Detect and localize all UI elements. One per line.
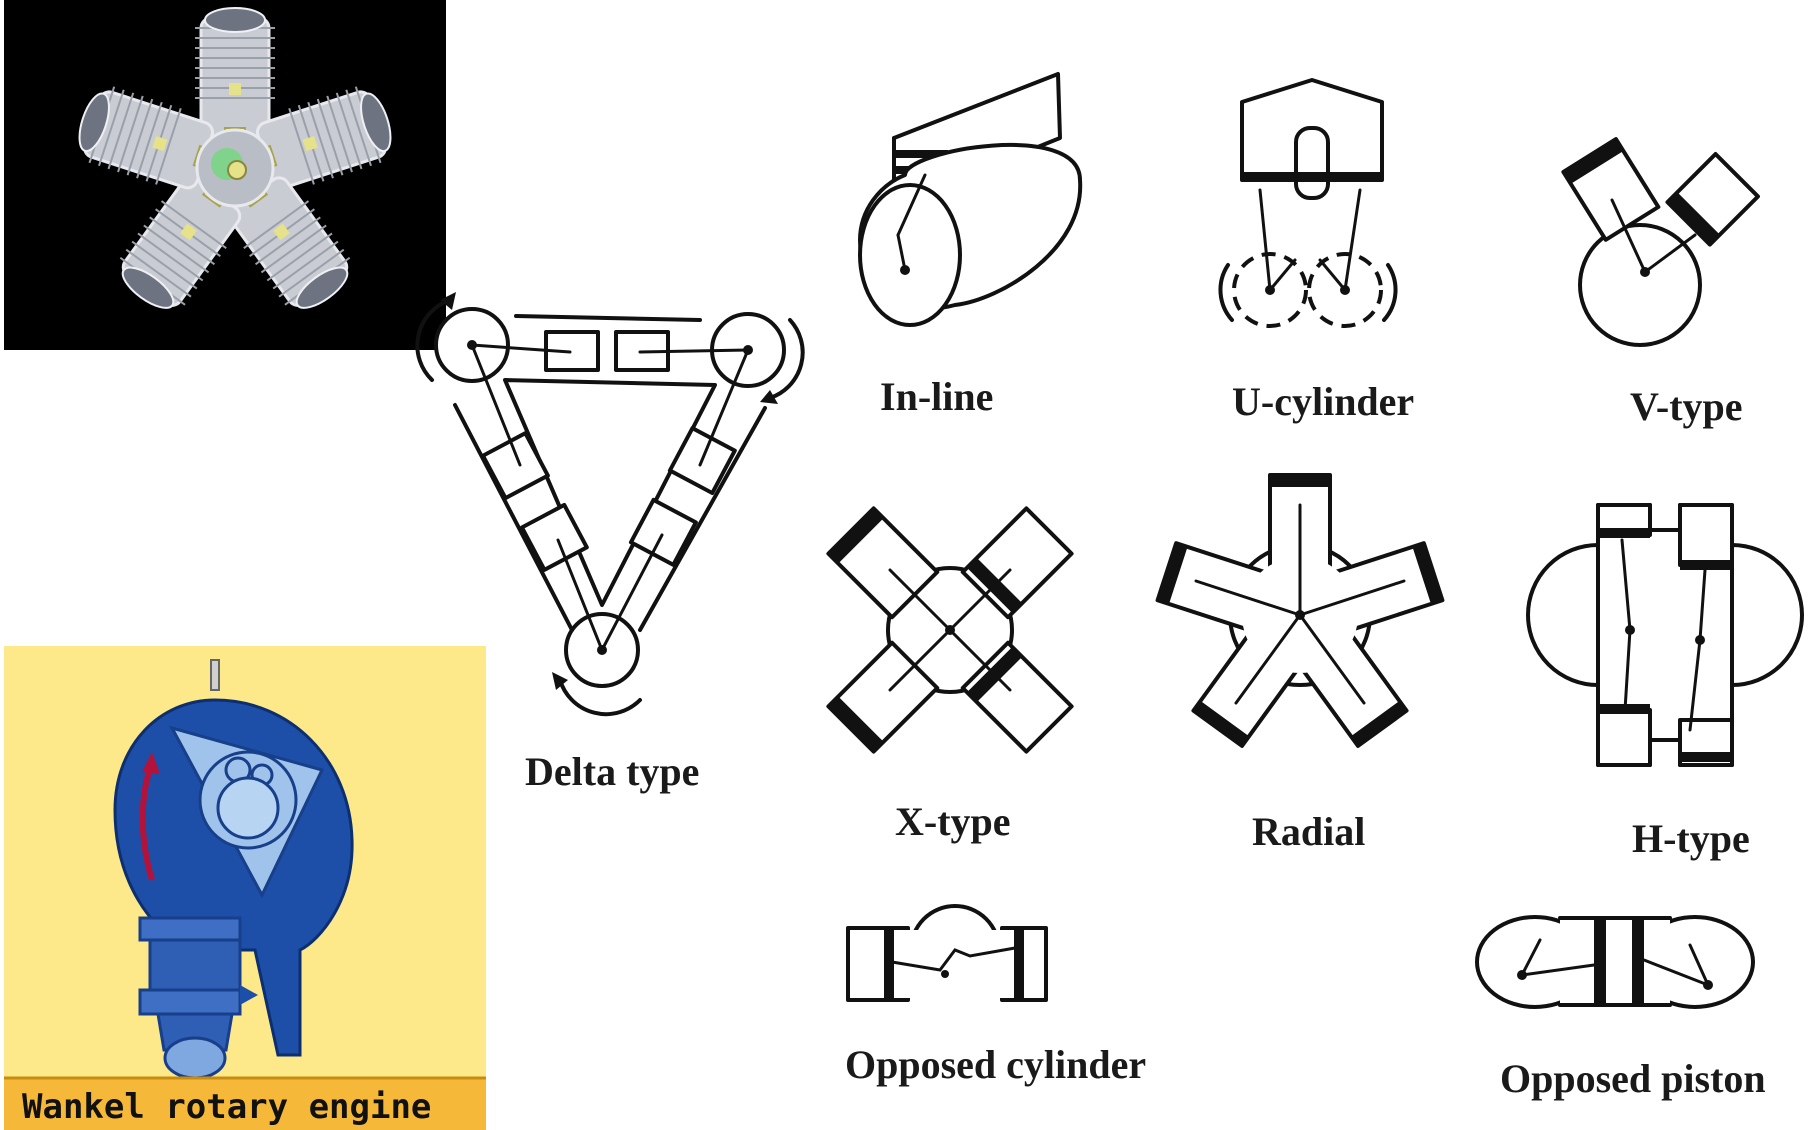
wankel-rotary-engine-illustration: Wankel rotary engine [4,646,486,1130]
u-cylinder-label: U-cylinder [1232,379,1414,424]
inline-label: In-line [880,374,993,419]
u-cylinder-diagram: U-cylinder [1218,78,1414,424]
h-type-diagram: H-type [1526,503,1804,861]
x-type-diagram: X-type [826,506,1074,844]
v-type-label: V-type [1630,384,1743,429]
wankel-label: Wankel rotary engine [22,1087,431,1127]
opposed-piston-label: Opposed piston [1500,1056,1766,1101]
radial-engine-photo [4,0,446,350]
delta-type-diagram: Delta type [415,292,805,794]
v-type-diagram: V-type [1561,137,1760,429]
h-type-label: H-type [1632,816,1750,861]
opposed-cylinder-label: Opposed cylinder [845,1042,1146,1087]
opposed-cylinder-diagram: Opposed cylinder [845,904,1146,1087]
delta-type-label: Delta type [525,749,699,794]
radial-diagram: Radial [1155,473,1445,854]
inline-engine-diagram: In-line [858,72,1083,419]
radial-label: Radial [1252,809,1365,854]
opposed-piston-diagram: Opposed piston [1475,915,1766,1101]
x-type-label: X-type [895,799,1011,844]
